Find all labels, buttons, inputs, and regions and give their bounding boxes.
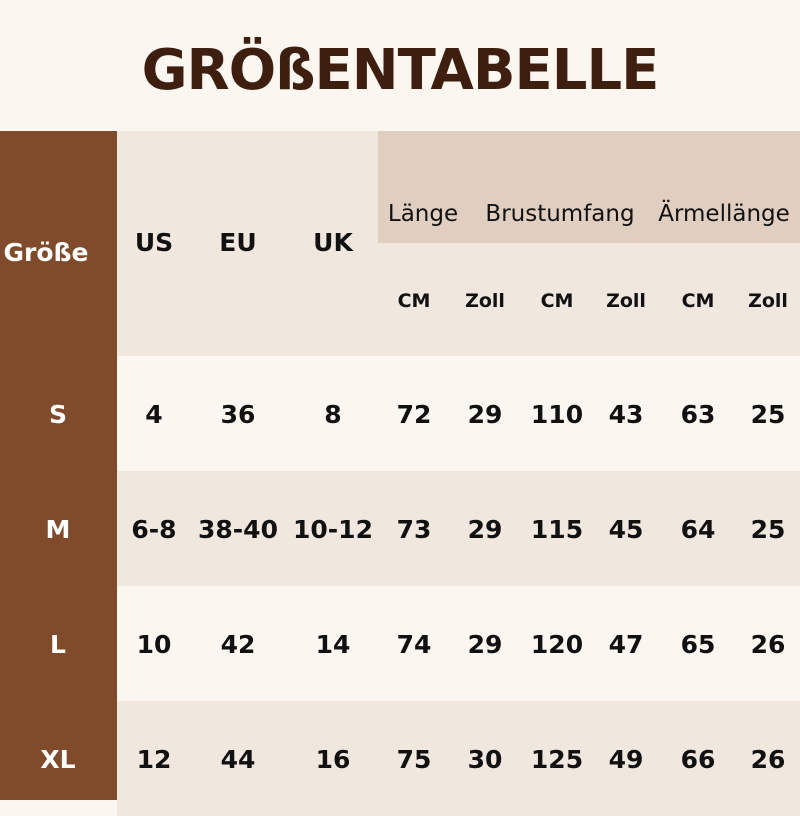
- table-cell: 110: [530, 400, 584, 429]
- table-cell: 29: [467, 400, 503, 429]
- unit-header: CM: [681, 290, 715, 312]
- table-cell: 8: [324, 400, 342, 429]
- table-cell: 45: [608, 515, 644, 544]
- size-column: [0, 131, 117, 800]
- measure-header-band: [378, 131, 800, 243]
- table-cell: 74: [396, 630, 432, 659]
- column-header: EU: [219, 228, 257, 257]
- column-header: US: [134, 228, 174, 257]
- table-cell: 125: [530, 745, 584, 774]
- table-cell: 43: [608, 400, 644, 429]
- size-label: XL: [40, 745, 76, 774]
- size-label: L: [50, 630, 66, 659]
- measure-header: Länge: [387, 201, 459, 227]
- table-cell: 29: [467, 630, 503, 659]
- page-title: GRÖßENTABELLE: [141, 38, 660, 103]
- table-row: [117, 356, 800, 471]
- size-label: M: [45, 515, 71, 544]
- table-cell: 64: [680, 515, 716, 544]
- table-cell: 25: [750, 515, 786, 544]
- measure-header: Ärmellänge: [658, 201, 790, 227]
- unit-header: Zoll: [606, 290, 646, 312]
- table-cell: 49: [608, 745, 644, 774]
- table-cell: 66: [680, 745, 716, 774]
- table-cell: 10-12: [293, 515, 373, 544]
- table-cell: 120: [530, 630, 584, 659]
- table-cell: 6-8: [131, 515, 177, 544]
- table-cell: 26: [750, 745, 786, 774]
- table-cell: 10: [136, 630, 172, 659]
- table-cell: 12: [136, 745, 172, 774]
- table-cell: 44: [220, 745, 256, 774]
- unit-header: Zoll: [748, 290, 788, 312]
- table-cell: 75: [396, 745, 432, 774]
- table-cell: 73: [396, 515, 432, 544]
- table-cell: 30: [467, 745, 503, 774]
- column-header: UK: [313, 228, 353, 257]
- table-cell: 16: [315, 745, 351, 774]
- table-cell: 26: [750, 630, 786, 659]
- table-cell: 63: [680, 400, 716, 429]
- table-cell: 72: [396, 400, 432, 429]
- size-label: S: [48, 400, 68, 429]
- table-cell: 47: [608, 630, 644, 659]
- table-row: [117, 586, 800, 701]
- table-row: [117, 471, 800, 586]
- table-cell: 29: [467, 515, 503, 544]
- table-cell: 25: [750, 400, 786, 429]
- table-row: [117, 701, 800, 816]
- unit-header: Zoll: [465, 290, 505, 312]
- table-cell: 115: [530, 515, 584, 544]
- table-cell: 14: [315, 630, 351, 659]
- table-cell: 42: [220, 630, 256, 659]
- table-cell: 65: [680, 630, 716, 659]
- table-cell: 36: [220, 400, 256, 429]
- table-cell: 4: [145, 400, 163, 429]
- table-cell: 38-40: [198, 515, 278, 544]
- measure-header: Brustumfang: [485, 201, 635, 227]
- size-header: Größe: [3, 238, 89, 267]
- unit-header: CM: [397, 290, 431, 312]
- unit-header: CM: [540, 290, 574, 312]
